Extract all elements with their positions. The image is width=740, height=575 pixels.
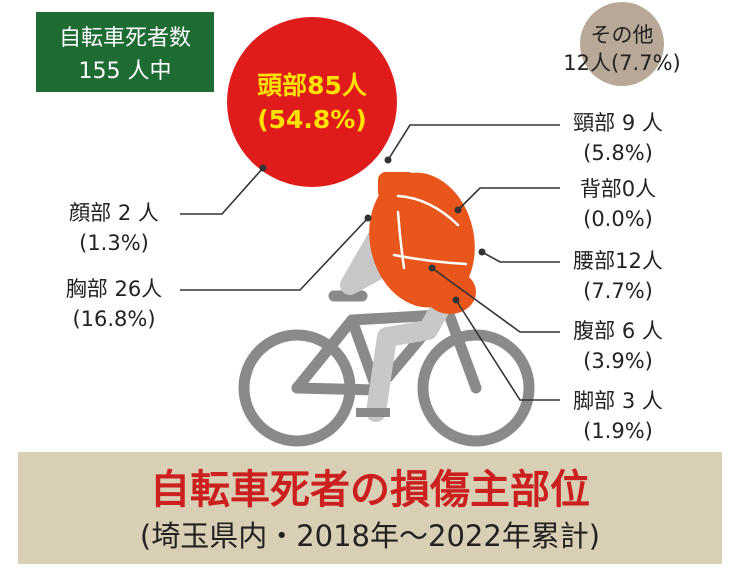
title-band xyxy=(18,452,722,564)
label-back: 背部0人 (0.0%) xyxy=(580,177,656,231)
leader-abdomen xyxy=(431,267,560,333)
label-neck: 頸部 9 人 (5.8%) xyxy=(573,111,663,165)
dot-back xyxy=(454,206,462,214)
label-legs: 脚部 3 人 (1.9%) xyxy=(573,389,663,443)
leader-chest xyxy=(180,217,369,291)
svg-text:胸部 26人: 胸部 26人 xyxy=(66,277,162,301)
dot-abdomen xyxy=(428,264,436,272)
summary-line1: 自転車死者数 xyxy=(59,26,191,51)
svg-text:頸部 9 人: 頸部 9 人 xyxy=(573,111,663,135)
leader-legs xyxy=(455,299,560,401)
svg-text:顔部 2 人: 顔部 2 人 xyxy=(69,201,159,225)
svg-text:脚部 3 人: 脚部 3 人 xyxy=(573,389,663,413)
label-abdomen: 腹部 6 人 (3.9%) xyxy=(573,319,663,373)
dot-chest xyxy=(364,214,372,222)
bicycle-illustration xyxy=(238,252,535,447)
svg-text:(3.9%): (3.9%) xyxy=(583,349,653,373)
svg-text:背部0人: 背部0人 xyxy=(580,177,656,201)
head-line2: (54.8%) xyxy=(257,105,367,134)
leader-lines xyxy=(180,124,560,401)
svg-text:腹部 6 人: 腹部 6 人 xyxy=(573,319,663,343)
svg-text:(1.3%): (1.3%) xyxy=(79,231,149,255)
diagram-title: 自転車死者の損傷主部位 xyxy=(150,467,590,513)
dot-face xyxy=(259,164,267,172)
svg-text:(16.8%): (16.8%) xyxy=(72,307,155,331)
label-face: 顔部 2 人 (1.3%) xyxy=(69,201,159,255)
label-waist: 腰部12人 (7.7%) xyxy=(573,249,663,303)
svg-text:(0.0%): (0.0%) xyxy=(583,207,653,231)
label-chest: 胸部 26人 (16.8%) xyxy=(66,277,162,331)
other-circle xyxy=(580,2,664,86)
other-line2: 12人(7.7%) xyxy=(563,51,680,75)
leader-back xyxy=(457,187,560,211)
dot-legs xyxy=(452,296,460,304)
pedal xyxy=(356,408,390,417)
leader-waist xyxy=(481,251,560,263)
leader-neck xyxy=(387,124,560,161)
leader-face xyxy=(180,167,264,215)
svg-text:腰部12人: 腰部12人 xyxy=(573,249,663,273)
other-line1: その他 xyxy=(591,23,654,47)
summary-line2: 155 人中 xyxy=(79,59,172,84)
svg-text:(1.9%): (1.9%) xyxy=(583,419,653,443)
summary-box xyxy=(36,12,214,92)
front-wheel xyxy=(417,329,535,447)
head-circle xyxy=(227,17,397,187)
dot-waist xyxy=(478,248,486,256)
dot-neck xyxy=(384,156,392,164)
head-line1: 頭部85人 xyxy=(257,71,367,100)
diagram-subtitle: (埼玉県内・2018年〜2022年累計) xyxy=(140,519,600,553)
rider-leg xyxy=(366,290,455,422)
svg-text:(7.7%): (7.7%) xyxy=(583,279,653,303)
rider-torso xyxy=(369,172,476,314)
svg-text:(5.8%): (5.8%) xyxy=(583,141,653,165)
